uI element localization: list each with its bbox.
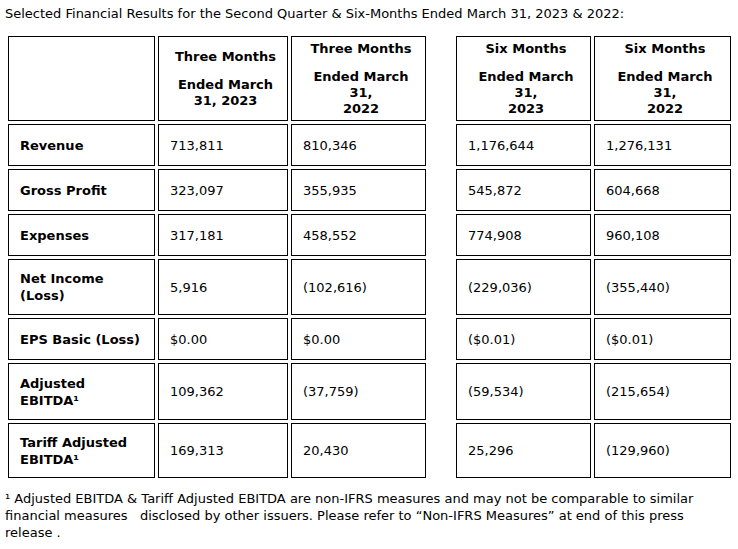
table-row-tariff-adjusted-ebitda: Tariff Adjusted EBITDA¹ 169,313 20,430 2…	[8, 423, 731, 478]
column-header-ended: Ended March 31, 2023	[468, 69, 584, 117]
column-header-six-months-2022: Six Months Ended March 31, 2022	[594, 36, 731, 121]
cell-value: 169,313	[158, 423, 288, 478]
table-row-eps-basic-loss: EPS Basic (Loss) $0.00 $0.00 ($0.01) ($0…	[8, 318, 731, 360]
cell-value: 25,296	[456, 423, 591, 478]
column-gap	[429, 318, 453, 360]
page: Selected Financial Results for the Secon…	[0, 0, 738, 549]
column-header-three-months-2023: Three Months Ended March 31, 2023	[158, 36, 288, 121]
cell-value: (229,036)	[456, 259, 591, 315]
row-label: Gross Profit	[8, 169, 155, 211]
table-row-revenue: Revenue 713,811 810,346 1,176,644 1,276,…	[8, 124, 731, 166]
cell-value: (59,534)	[456, 363, 591, 420]
cell-value: 1,276,131	[594, 124, 731, 166]
column-gap	[429, 259, 453, 315]
cell-value: 20,430	[291, 423, 426, 478]
financial-results-table: Three Months Ended March 31, 2023 Three …	[5, 33, 734, 481]
table-row-expenses: Expenses 317,181 458,552 774,908 960,108	[8, 214, 731, 256]
cell-value: 355,935	[291, 169, 426, 211]
cell-value: (102,616)	[291, 259, 426, 315]
column-header-period: Six Months	[606, 41, 724, 56]
cell-value: $0.00	[158, 318, 288, 360]
row-label: Expenses	[8, 214, 155, 256]
cell-value: 5,916	[158, 259, 288, 315]
cell-value: 458,552	[291, 214, 426, 256]
column-header-period: Three Months	[303, 41, 419, 56]
column-gap	[429, 124, 453, 166]
cell-value: (215,654)	[594, 363, 731, 420]
column-header-ended: Ended March 31, 2022	[303, 69, 419, 117]
column-header-period: Three Months	[170, 49, 281, 64]
column-header-three-months-2022: Three Months Ended March 31, 2022	[291, 36, 426, 121]
table-row-gross-profit: Gross Profit 323,097 355,935 545,872 604…	[8, 169, 731, 211]
column-gap	[429, 169, 453, 211]
column-header-six-months-2023: Six Months Ended March 31, 2023	[456, 36, 591, 121]
page-title: Selected Financial Results for the Secon…	[5, 6, 738, 22]
cell-value: $0.00	[291, 318, 426, 360]
row-label: EPS Basic (Loss)	[8, 318, 155, 360]
cell-value: 604,668	[594, 169, 731, 211]
corner-cell	[8, 36, 155, 121]
table-row-adjusted-ebitda: Adjusted EBITDA¹ 109,362 (37,759) (59,53…	[8, 363, 731, 420]
column-header-ended: Ended March 31, 2023	[170, 77, 281, 109]
cell-value: 317,181	[158, 214, 288, 256]
cell-value: 713,811	[158, 124, 288, 166]
cell-value: 774,908	[456, 214, 591, 256]
table-row-net-income-loss: Net Income (Loss) 5,916 (102,616) (229,0…	[8, 259, 731, 315]
column-header-period: Six Months	[468, 41, 584, 56]
cell-value: (355,440)	[594, 259, 731, 315]
cell-value: 323,097	[158, 169, 288, 211]
column-gap	[429, 36, 453, 121]
row-label: Net Income (Loss)	[8, 259, 155, 315]
row-label: Adjusted EBITDA¹	[8, 363, 155, 420]
cell-value: ($0.01)	[456, 318, 591, 360]
row-label: Revenue	[8, 124, 155, 166]
header-row: Three Months Ended March 31, 2023 Three …	[8, 36, 731, 121]
row-label: Tariff Adjusted EBITDA¹	[8, 423, 155, 478]
column-header-ended: Ended March 31, 2022	[606, 69, 724, 117]
column-gap	[429, 363, 453, 420]
column-gap	[429, 214, 453, 256]
cell-value: 810,346	[291, 124, 426, 166]
cell-value: 960,108	[594, 214, 731, 256]
cell-value: 1,176,644	[456, 124, 591, 166]
cell-value: (37,759)	[291, 363, 426, 420]
cell-value: ($0.01)	[594, 318, 731, 360]
cell-value: (129,960)	[594, 423, 731, 478]
column-gap	[429, 423, 453, 478]
footnote: ¹ Adjusted EBITDA & Tariff Adjusted EBIT…	[5, 490, 734, 541]
cell-value: 545,872	[456, 169, 591, 211]
cell-value: 109,362	[158, 363, 288, 420]
